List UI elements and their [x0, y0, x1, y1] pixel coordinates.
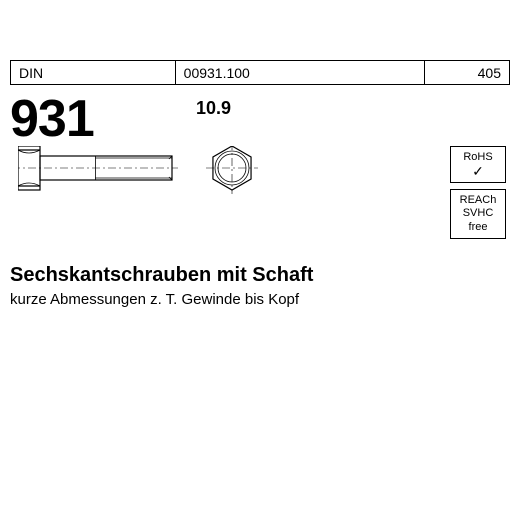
reach-line3: free	[451, 221, 505, 234]
reach-line1: REACh	[451, 194, 505, 207]
product-subtitle: kurze Abmessungen z. T. Gewinde bis Kopf	[10, 291, 510, 308]
strength-grade: 10.9	[196, 98, 231, 119]
din-number: 931	[10, 89, 510, 149]
reach-line2: SVHC	[451, 207, 505, 220]
header-code: 00931.100	[175, 61, 425, 85]
compliance-badges: RoHS ✓ REACh SVHC free	[450, 146, 506, 239]
rohs-badge: RoHS ✓	[450, 146, 506, 183]
bolt-drawing	[18, 146, 278, 194]
reach-badge: REACh SVHC free	[450, 189, 506, 239]
header-standard: DIN	[11, 61, 176, 85]
header-right: 405	[425, 61, 510, 85]
header-table: DIN 00931.100 405	[10, 60, 510, 85]
check-icon: ✓	[451, 164, 505, 178]
product-title: Sechskantschrauben mit Schaft	[10, 264, 510, 287]
